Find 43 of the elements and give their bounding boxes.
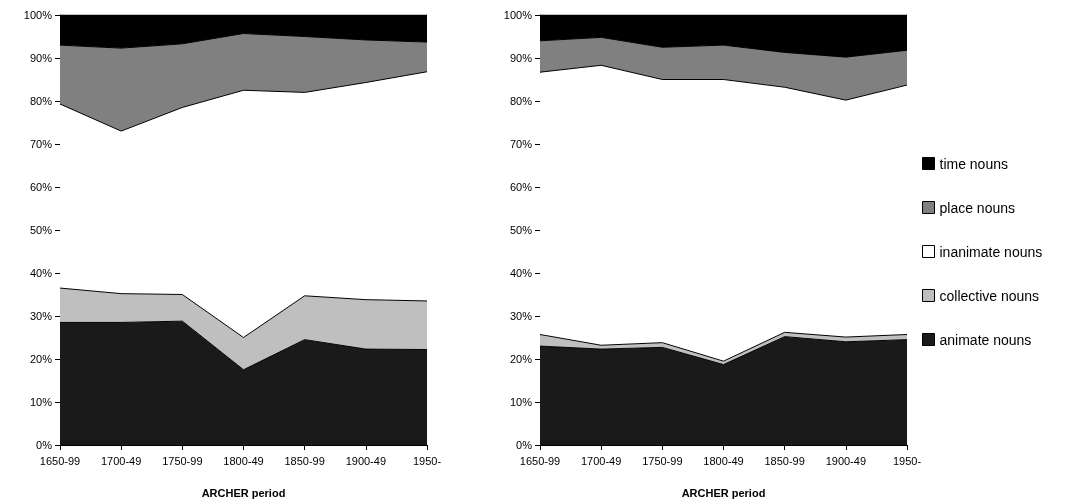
y-tick-label: 70%: [509, 138, 533, 150]
legend-label: collective nouns: [939, 287, 1040, 304]
x-tick-label: 1750-99: [642, 454, 683, 467]
x-tick-label: 1800-49: [703, 454, 744, 467]
x-tick-label: 1950-: [412, 454, 442, 467]
y-tick-label: 70%: [29, 138, 53, 150]
x-tick-label: 1900-49: [345, 454, 387, 467]
y-tick-label: 10%: [29, 396, 53, 408]
x-tick-label: 1650-99: [39, 454, 81, 467]
y-tick-label: 80%: [509, 95, 533, 107]
y-tick-label: 100%: [503, 9, 533, 21]
x-tick-label: 1800-49: [223, 454, 264, 467]
x-tick-label: 1850-99: [764, 454, 805, 467]
y-tick-label: 0%: [516, 439, 533, 451]
legend-label: animate nouns: [939, 331, 1032, 348]
y-tick-label: 20%: [509, 353, 533, 365]
y-tick-label: 30%: [509, 310, 533, 322]
y-tick-label: 0%: [36, 439, 53, 451]
x-tick-label: 1850-99: [284, 454, 325, 467]
x-tick-label: 1900-49: [825, 454, 867, 467]
legend-label: place nouns: [939, 199, 1016, 216]
x-tick-label: 1700-49: [580, 454, 622, 467]
y-tick-label: 90%: [29, 52, 53, 64]
y-tick-label: 40%: [29, 267, 53, 279]
x-tick-label: 1700-49: [100, 454, 142, 467]
y-tick-label: 80%: [29, 95, 53, 107]
y-tick-label: 40%: [509, 267, 533, 279]
x-tick-label: 1950-: [892, 454, 922, 467]
y-tick-label: 10%: [509, 396, 533, 408]
x-tick-label: 1650-99: [519, 454, 561, 467]
y-tick-label: 50%: [509, 224, 533, 236]
y-tick-label: 60%: [509, 181, 533, 193]
y-tick-label: 60%: [29, 181, 53, 193]
x-axis-title: ARCHER period: [681, 486, 766, 499]
y-tick-label: 100%: [23, 9, 53, 21]
legend-label: time nouns: [939, 155, 1008, 172]
x-axis-title: ARCHER period: [201, 486, 286, 499]
x-tick-label: 1750-99: [162, 454, 203, 467]
y-tick-label: 20%: [29, 353, 53, 365]
y-tick-label: 30%: [29, 310, 53, 322]
y-tick-label: 90%: [509, 52, 533, 64]
legend-label: inanimate nouns: [939, 243, 1043, 260]
y-tick-label: 50%: [29, 224, 53, 236]
